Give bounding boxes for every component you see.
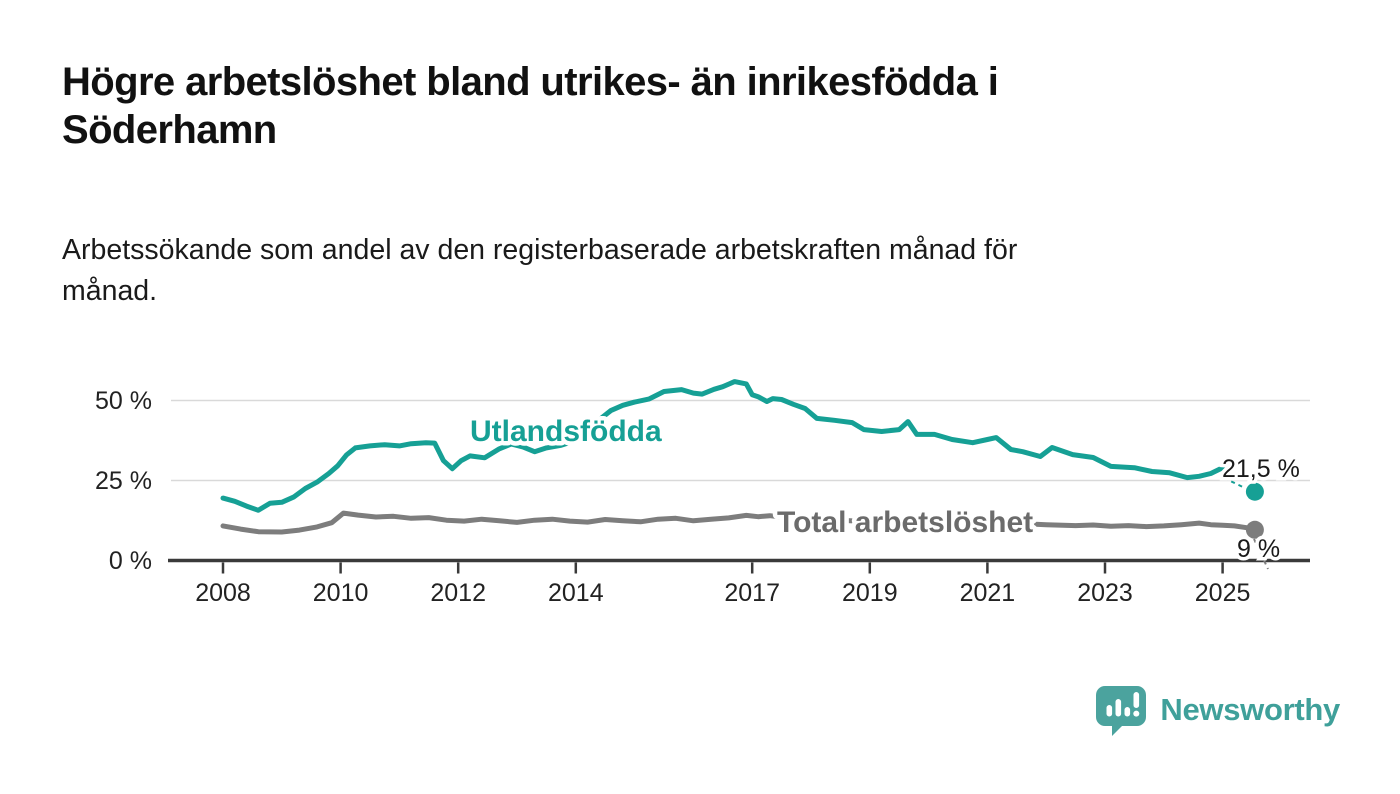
page-title-line-1: Högre arbetslöshet bland utrikes- än inr…: [62, 60, 999, 104]
page-title-line-2: Söderhamn: [62, 108, 277, 152]
page-subtitle: Arbetssökande som andel av den registerb…: [62, 230, 1312, 312]
series-line-total: [220, 510, 1255, 535]
leader-line: [1223, 477, 1246, 489]
x-axis-label: 2025: [1195, 579, 1251, 607]
x-axis-label: 2023: [1077, 579, 1133, 607]
page-title: Högre arbetslöshet bland utrikes- än inr…: [62, 58, 1312, 154]
latest-value-label: 21,5 %: [1222, 455, 1300, 483]
page-subtitle-line-1: Arbetssökande som andel av den registerb…: [62, 234, 1018, 266]
newsworthy-logo: Newsworthy: [1093, 682, 1340, 736]
latest-value-dot: [1245, 520, 1264, 539]
y-axis-label: 50 %: [95, 387, 152, 415]
x-axis-label: 2021: [960, 579, 1016, 607]
latest-value-label: 9 %: [1237, 535, 1280, 563]
x-axis-label: 2010: [313, 579, 369, 607]
latest-value-dot: [1245, 482, 1264, 501]
page-subtitle-line-2: månad.: [62, 275, 158, 307]
x-axis-label: 2008: [195, 579, 251, 607]
y-axis-label: 25 %: [95, 467, 152, 495]
y-axis-label: 0 %: [109, 547, 152, 575]
x-axis-label: 2012: [430, 579, 486, 607]
x-axis-label: 2014: [548, 579, 604, 607]
series-line-utlandsfodda: [220, 379, 1226, 513]
leader-line: [1253, 538, 1269, 570]
newsworthy-logo-text: Newsworthy: [1160, 691, 1340, 727]
series-label: Total arbetslöshet: [777, 506, 1033, 539]
x-axis-label: 2019: [842, 579, 898, 607]
x-axis-label: 2017: [724, 579, 780, 607]
series-label: Utlandsfödda: [470, 415, 662, 448]
newsworthy-logo-icon: [1096, 686, 1147, 736]
